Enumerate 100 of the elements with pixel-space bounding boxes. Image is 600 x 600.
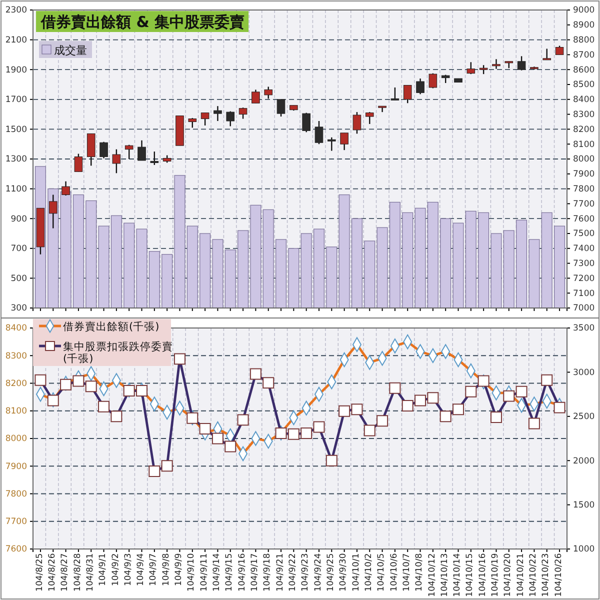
candlestick	[252, 89, 260, 104]
x-tick-label: 104/9/23	[300, 553, 311, 592]
candlestick	[200, 112, 210, 126]
y-tick-label: 8400	[5, 324, 27, 334]
y-tick-label: 7800	[5, 489, 27, 500]
y2-tick-label: 7700	[573, 199, 595, 210]
candlestick	[238, 106, 248, 120]
x-tick-label: 104/9/25	[326, 553, 336, 592]
y-tick-label: 7700	[5, 517, 27, 528]
x-tick-label: 104/8/25	[34, 553, 45, 592]
candlestick	[74, 153, 83, 172]
y2-tick-label: 7400	[573, 244, 595, 254]
x-tick-label: 104/9/11	[199, 553, 210, 592]
y2-tick-label: 7800	[573, 184, 595, 195]
x-tick-label: 104/9/9	[174, 553, 184, 586]
y2-tick-label: 7600	[573, 214, 595, 224]
x-tick-label: 104/10/20	[503, 553, 514, 597]
y2-tick-label: 2000	[573, 456, 595, 466]
candlestick	[86, 133, 96, 166]
y2-tick-label: 7200	[573, 274, 595, 284]
y-tick-label: 2300	[5, 6, 27, 16]
candlestick	[276, 98, 286, 118]
x-tick-label: 104/8/31	[85, 553, 96, 592]
x-tick-label: 104/9/24	[313, 553, 324, 592]
x-tick-label: 104/9/22	[288, 553, 298, 592]
candlestick	[403, 84, 412, 104]
x-tick-label: 104/8/27	[60, 553, 70, 592]
y-tick-label: 7600	[5, 544, 27, 555]
x-tick-label: 104/10/14	[452, 553, 463, 597]
legend-label: 成交量	[54, 44, 87, 57]
y2-tick-label: 1000	[573, 544, 595, 555]
x-tick-label: 104/10/21	[516, 553, 526, 597]
x-tick-label: 104/10/19	[490, 553, 501, 597]
x-tick-label: 104/9/21	[275, 553, 286, 592]
y-tick-label: 1700	[5, 95, 27, 106]
x-tick-label: 104/9/8	[161, 553, 172, 586]
y-tick-label: 8300	[5, 351, 27, 362]
y-tick-label: 2100	[5, 36, 27, 46]
x-tick-label: 104/10/8	[414, 553, 425, 592]
y-tick-label: 1500	[5, 124, 27, 135]
y2-tick-label: 1500	[573, 500, 595, 511]
y2-tick-label: 7900	[573, 170, 595, 180]
x-tick-label: 104/9/10	[186, 553, 197, 592]
legend-label: 集中股票扣張跌停委賣(千張)	[63, 340, 173, 365]
x-tick-label: 104/10/1	[351, 553, 362, 592]
y2-tick-label: 9000	[573, 6, 595, 16]
candlestick	[365, 111, 374, 125]
y2-tick-label: 7500	[573, 229, 595, 240]
y2-tick-label: 7300	[573, 259, 595, 270]
candlestick	[264, 86, 272, 100]
candlestick	[62, 180, 70, 196]
y-tick-label: 8000	[5, 434, 27, 444]
x-tick-label: 104/9/14	[212, 553, 222, 592]
y2-tick-label: 7000	[573, 304, 595, 314]
x-tick-label: 104/9/7	[148, 553, 159, 586]
x-tick-label: 104/9/2	[110, 553, 121, 586]
x-tick-label: 104/9/4	[136, 553, 146, 586]
x-tick-label: 104/9/17	[250, 553, 260, 592]
y2-tick-label: 3000	[573, 368, 595, 378]
y2-tick-label: 8900	[573, 20, 595, 31]
x-tick-label: 104/10/15	[465, 553, 476, 597]
x-tick-label: 104/10/12	[427, 553, 438, 597]
candlestick	[100, 141, 108, 159]
candlestick	[492, 58, 500, 70]
y-tick-label: 500	[10, 274, 27, 284]
candlestick	[517, 56, 526, 71]
x-tick-label: 104/10/22	[528, 553, 539, 597]
y2-tick-label: 8800	[573, 36, 595, 46]
y-tick-label: 900	[10, 214, 27, 224]
y2-tick-label: 8000	[573, 154, 595, 165]
candlestick	[314, 120, 324, 145]
x-tick-label: 104/9/15	[224, 553, 235, 592]
candlestick	[138, 140, 146, 162]
candlestick	[48, 194, 58, 229]
candlestick	[390, 86, 400, 101]
candlestick	[302, 112, 310, 133]
x-tick-label: 104/9/16	[237, 553, 248, 592]
y2-tick-label: 8200	[573, 124, 595, 135]
y2-tick-label: 8500	[573, 80, 595, 90]
candlestick	[352, 111, 362, 134]
x-tick-label: 104/8/28	[72, 553, 83, 592]
y-tick-label: 1900	[5, 65, 27, 76]
x-tick-label: 104/10/23	[541, 553, 552, 597]
x-tick-label: 104/8/26	[47, 553, 58, 592]
y-tick-label: 700	[10, 244, 27, 254]
candlestick	[466, 62, 476, 75]
y-tick-label: 1300	[5, 154, 27, 165]
candlestick	[542, 48, 552, 61]
x-tick-label: 104/10/5	[376, 553, 387, 592]
y2-tick-label: 8100	[573, 140, 595, 150]
x-tick-label: 104/9/1	[98, 553, 108, 586]
x-tick-label: 104/10/2	[364, 553, 374, 592]
y-tick-label: 7900	[5, 462, 27, 472]
legend-label: 借券賣出餘額(千張)	[63, 320, 160, 333]
x-tick-label: 104/9/18	[262, 553, 273, 592]
y-tick-label: 1100	[5, 184, 27, 195]
y2-tick-label: 8600	[573, 65, 595, 76]
x-tick-label: 104/9/3	[123, 553, 134, 586]
candlestick	[328, 136, 336, 152]
x-tick-label: 104/10/16	[478, 553, 488, 597]
